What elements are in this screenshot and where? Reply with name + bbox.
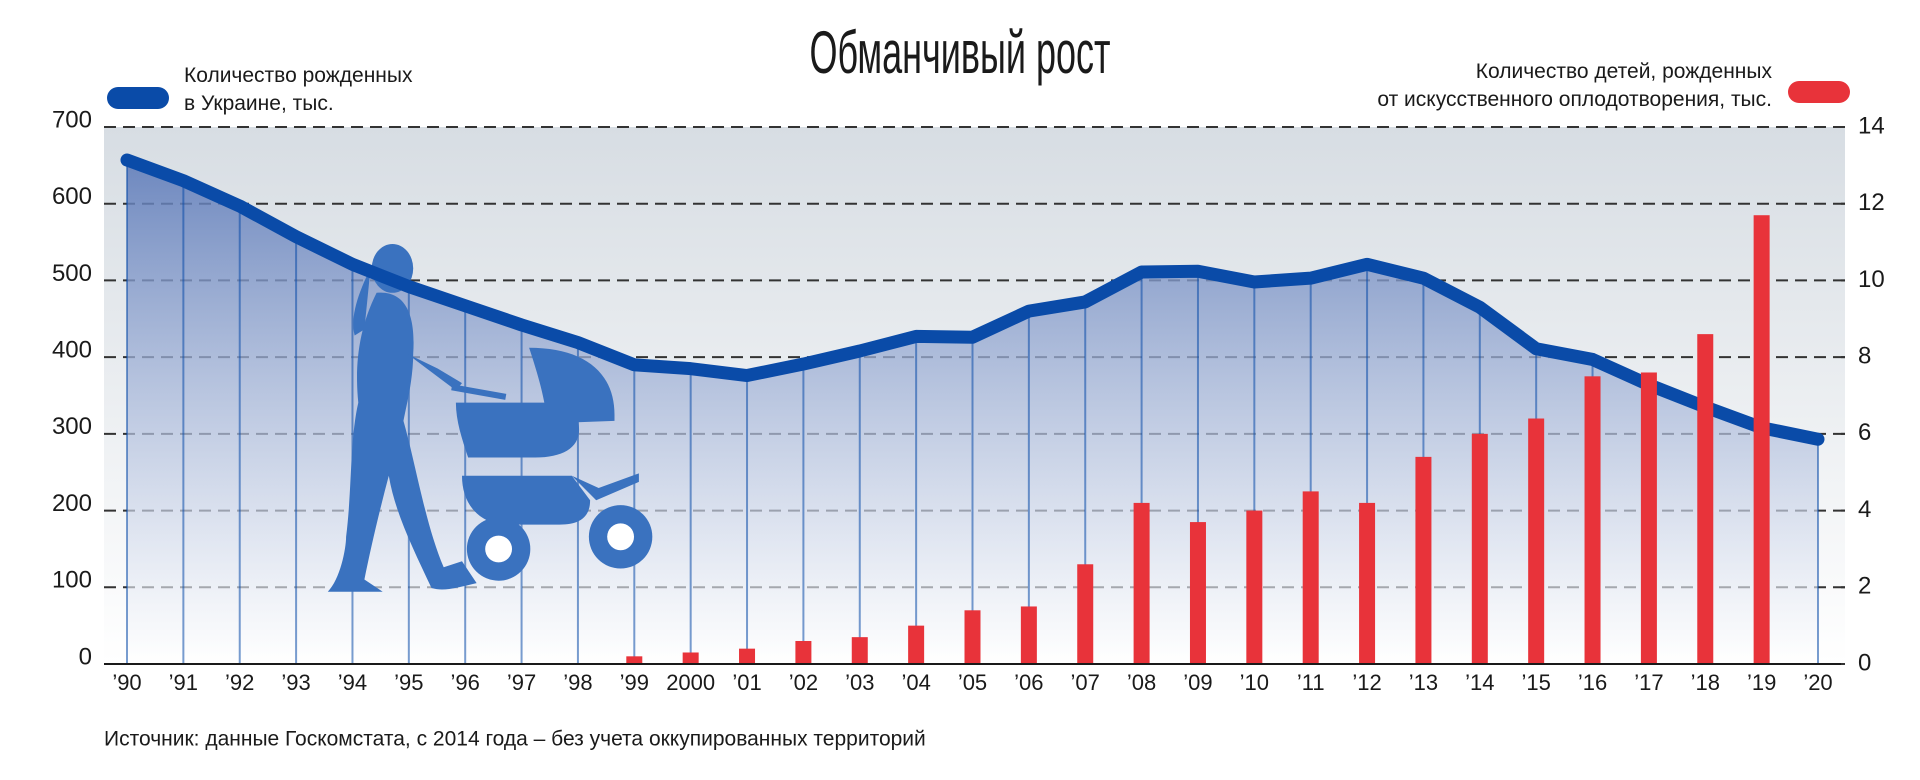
y-tick-label: 500 [52,260,92,287]
chart-title: Обманчивый рост [810,19,1111,86]
bar [851,637,868,664]
y-tick-label: 0 [79,643,92,670]
y2-tick-label: 14 [1858,112,1885,139]
y2-tick-label: 6 [1858,419,1871,446]
bar [1697,334,1714,664]
x-tick-label: ’13 [1409,670,1438,695]
bar [739,648,756,664]
y-tick-label: 100 [52,567,92,594]
bar [1246,510,1263,664]
x-tick-label: ’95 [394,670,423,695]
bar [1133,502,1150,664]
line [120,153,1825,446]
bar [795,640,812,664]
bar [1471,433,1488,664]
bar [1020,606,1037,664]
y-tick-label: 600 [52,183,92,210]
x-tick-label: ’05 [958,670,987,695]
bar [1302,491,1319,664]
x-tick-label: ’90 [112,670,141,695]
bar [964,610,981,664]
bar [1640,372,1657,664]
x-tick-label: ’09 [1183,670,1212,695]
x-tick-label: ’14 [1465,670,1494,695]
x-tick-label: ’93 [281,670,310,695]
bar [1415,456,1432,664]
y2-tick-label: 2 [1858,573,1871,600]
legend-swatch [1788,81,1850,103]
bar [682,652,699,664]
silhouette [327,244,653,592]
bar [1584,376,1601,664]
y2-tick-label: 4 [1858,496,1871,523]
x-tick-label: ’12 [1352,670,1381,695]
y-tick-label: 400 [52,336,92,363]
y2-tick-label: 12 [1858,189,1885,216]
bar [1753,215,1770,664]
y-tick-label: 300 [52,413,92,440]
x-tick-label: ’19 [1747,670,1776,695]
bar [1189,522,1206,664]
x-tick-label: ’18 [1691,670,1720,695]
x-tick-label: ’01 [732,670,761,695]
x-tick-label: ’02 [789,670,818,695]
x-tick-label: ’07 [1071,670,1100,695]
y-tick-label: 700 [52,106,92,133]
x-tick-label: ’16 [1578,670,1607,695]
legend-entry: Количество рожденных в Украине, тыс. [184,64,413,115]
y2-tick-label: 10 [1858,266,1885,293]
source-note: Источник: данные Госкомстата, с 2014 год… [104,728,926,751]
legend-entry: Количество детей, рожденных от искусстве… [1377,60,1772,111]
x-tick-label: ’96 [451,670,480,695]
y2-tick-label: 8 [1858,342,1871,369]
bar [1077,564,1094,664]
x-tick-label: ’15 [1521,670,1550,695]
x-tick-label: ’06 [1014,670,1043,695]
bar [1359,502,1376,664]
y-tick-label: 200 [52,490,92,517]
x-tick-label: ’11 [1297,670,1325,695]
x-tick-label: ’10 [1240,670,1269,695]
x-tick-label: ’94 [338,670,367,695]
legend-swatch [107,87,169,109]
x-tick-label: ’08 [1127,670,1156,695]
bar [908,625,925,664]
bar [626,656,643,664]
x-tick-label: ’17 [1634,670,1663,695]
x-tick-label: ’92 [225,670,254,695]
x-tick-label: ’04 [901,670,930,695]
y2-tick-label: 0 [1858,649,1871,676]
x-tick-label: ’03 [845,670,874,695]
x-tick-label: ’91 [169,670,198,695]
x-tick-label: ’98 [563,670,592,695]
x-tick-label: 2000 [666,670,715,695]
x-tick-label: ’20 [1803,670,1832,695]
x-tick-label: ’99 [620,670,649,695]
bar [1528,418,1545,664]
x-tick-label: ’97 [507,670,536,695]
